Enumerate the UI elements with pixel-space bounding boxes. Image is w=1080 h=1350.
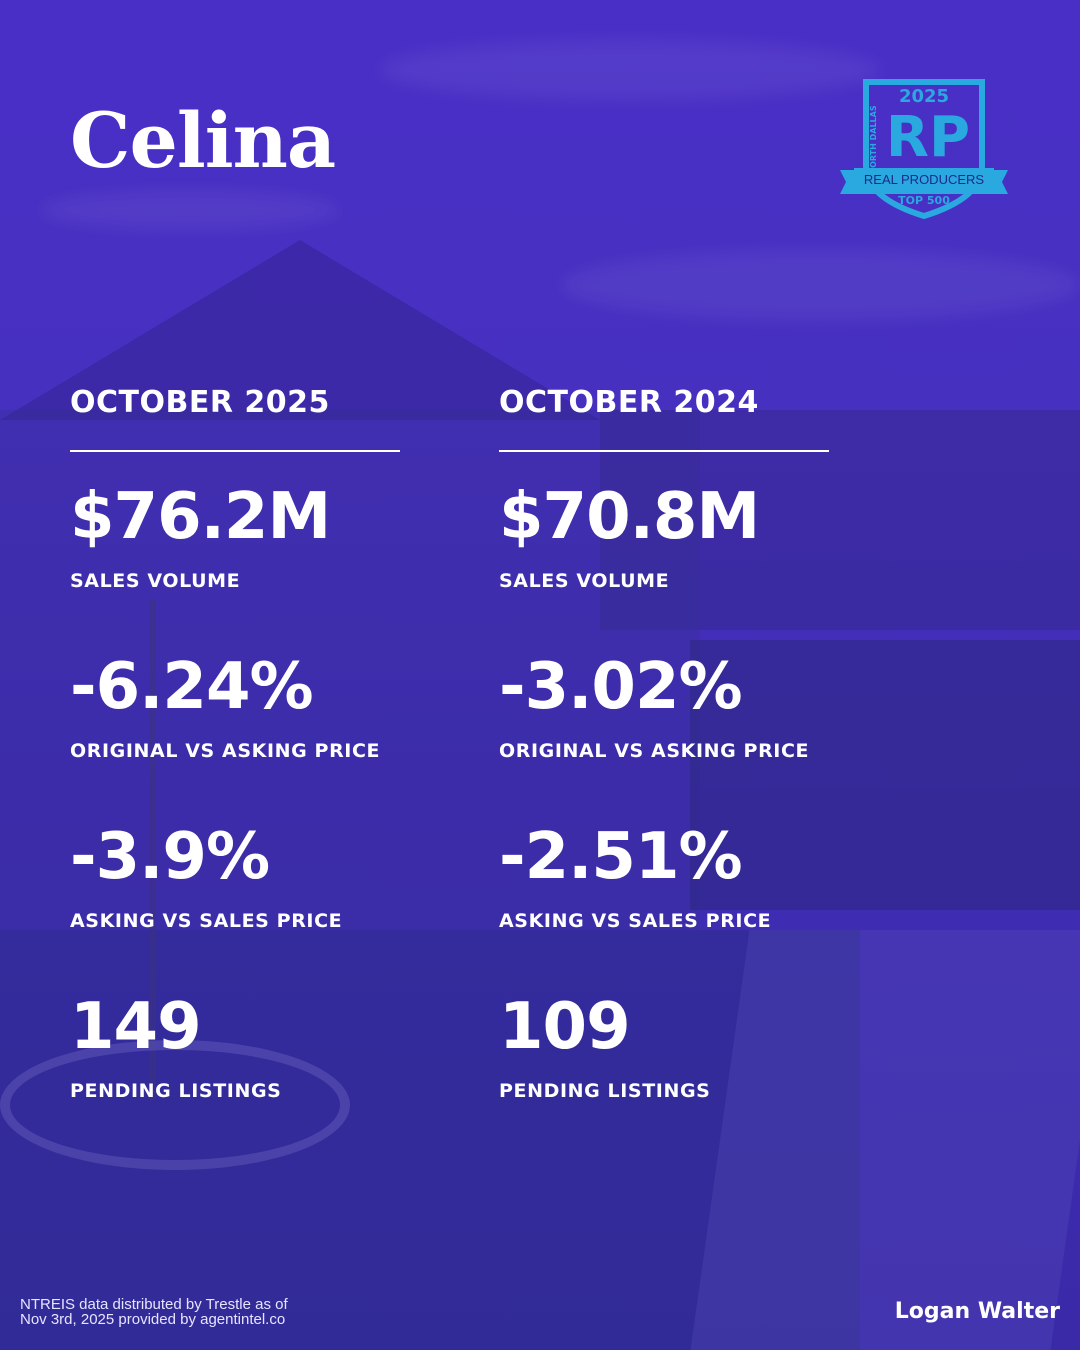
city-title: Celina [70,96,336,185]
stat-label: SALES VOLUME [499,570,670,592]
stat-original-vs-asking: -3.02% ORIGINAL VS ASKING PRICE [499,652,829,822]
stat-original-vs-asking: -6.24% ORIGINAL VS ASKING PRICE [70,652,400,822]
badge-rank: TOP 500 [898,194,950,207]
divider [70,450,400,452]
badge-side-text: NORTH DALLAS [869,105,878,174]
column-current-period: OCTOBER 2025 $76.2M SALES VOLUME -6.24% … [70,385,400,1162]
stat-label: PENDING LISTINGS [70,1080,282,1102]
stat-value: $76.2M [70,480,331,554]
stat-label: ORIGINAL VS ASKING PRICE [499,740,810,762]
stat-label: ORIGINAL VS ASKING PRICE [70,740,381,762]
stat-value: -2.51% [499,820,743,894]
stat-value: 109 [499,990,631,1064]
stats-list: $76.2M SALES VOLUME -6.24% ORIGINAL VS A… [70,482,400,1162]
stat-asking-vs-sales: -3.9% ASKING VS SALES PRICE [70,822,400,992]
stat-value: $70.8M [499,480,760,554]
stat-label: ASKING VS SALES PRICE [70,910,343,932]
data-source-note: NTREIS data distributed by Trestle as of… [20,1297,360,1327]
stat-label: PENDING LISTINGS [499,1080,711,1102]
stat-value: -3.9% [70,820,270,894]
stat-label: SALES VOLUME [70,570,241,592]
agent-name: Logan Walter [894,1299,1060,1324]
divider [499,450,829,452]
stat-value: -3.02% [499,650,743,724]
stat-pending-listings: 149 PENDING LISTINGS [70,992,400,1162]
stat-label: ASKING VS SALES PRICE [499,910,772,932]
stat-sales-volume: $70.8M SALES VOLUME [499,482,829,652]
real-producers-badge: 2025 RP NORTH DALLAS REAL PRODUCERS TOP … [840,79,1008,220]
stat-value: 149 [70,990,202,1064]
column-prior-period: OCTOBER 2024 $70.8M SALES VOLUME -3.02% … [499,385,829,1162]
stat-value: -6.24% [70,650,314,724]
badge-monogram: RP [886,105,970,170]
badge-ribbon: REAL PRODUCERS [864,172,984,187]
stat-asking-vs-sales: -2.51% ASKING VS SALES PRICE [499,822,829,992]
period-heading: OCTOBER 2025 [70,385,330,420]
source-line: Nov 3rd, 2025 provided by agentintel.co [20,1311,286,1328]
source-line: NTREIS data distributed by Trestle as of [20,1296,288,1313]
stat-pending-listings: 109 PENDING LISTINGS [499,992,829,1162]
stat-sales-volume: $76.2M SALES VOLUME [70,482,400,652]
stats-list: $70.8M SALES VOLUME -3.02% ORIGINAL VS A… [499,482,829,1162]
period-heading: OCTOBER 2024 [499,385,759,420]
badge-year: 2025 [899,86,949,107]
